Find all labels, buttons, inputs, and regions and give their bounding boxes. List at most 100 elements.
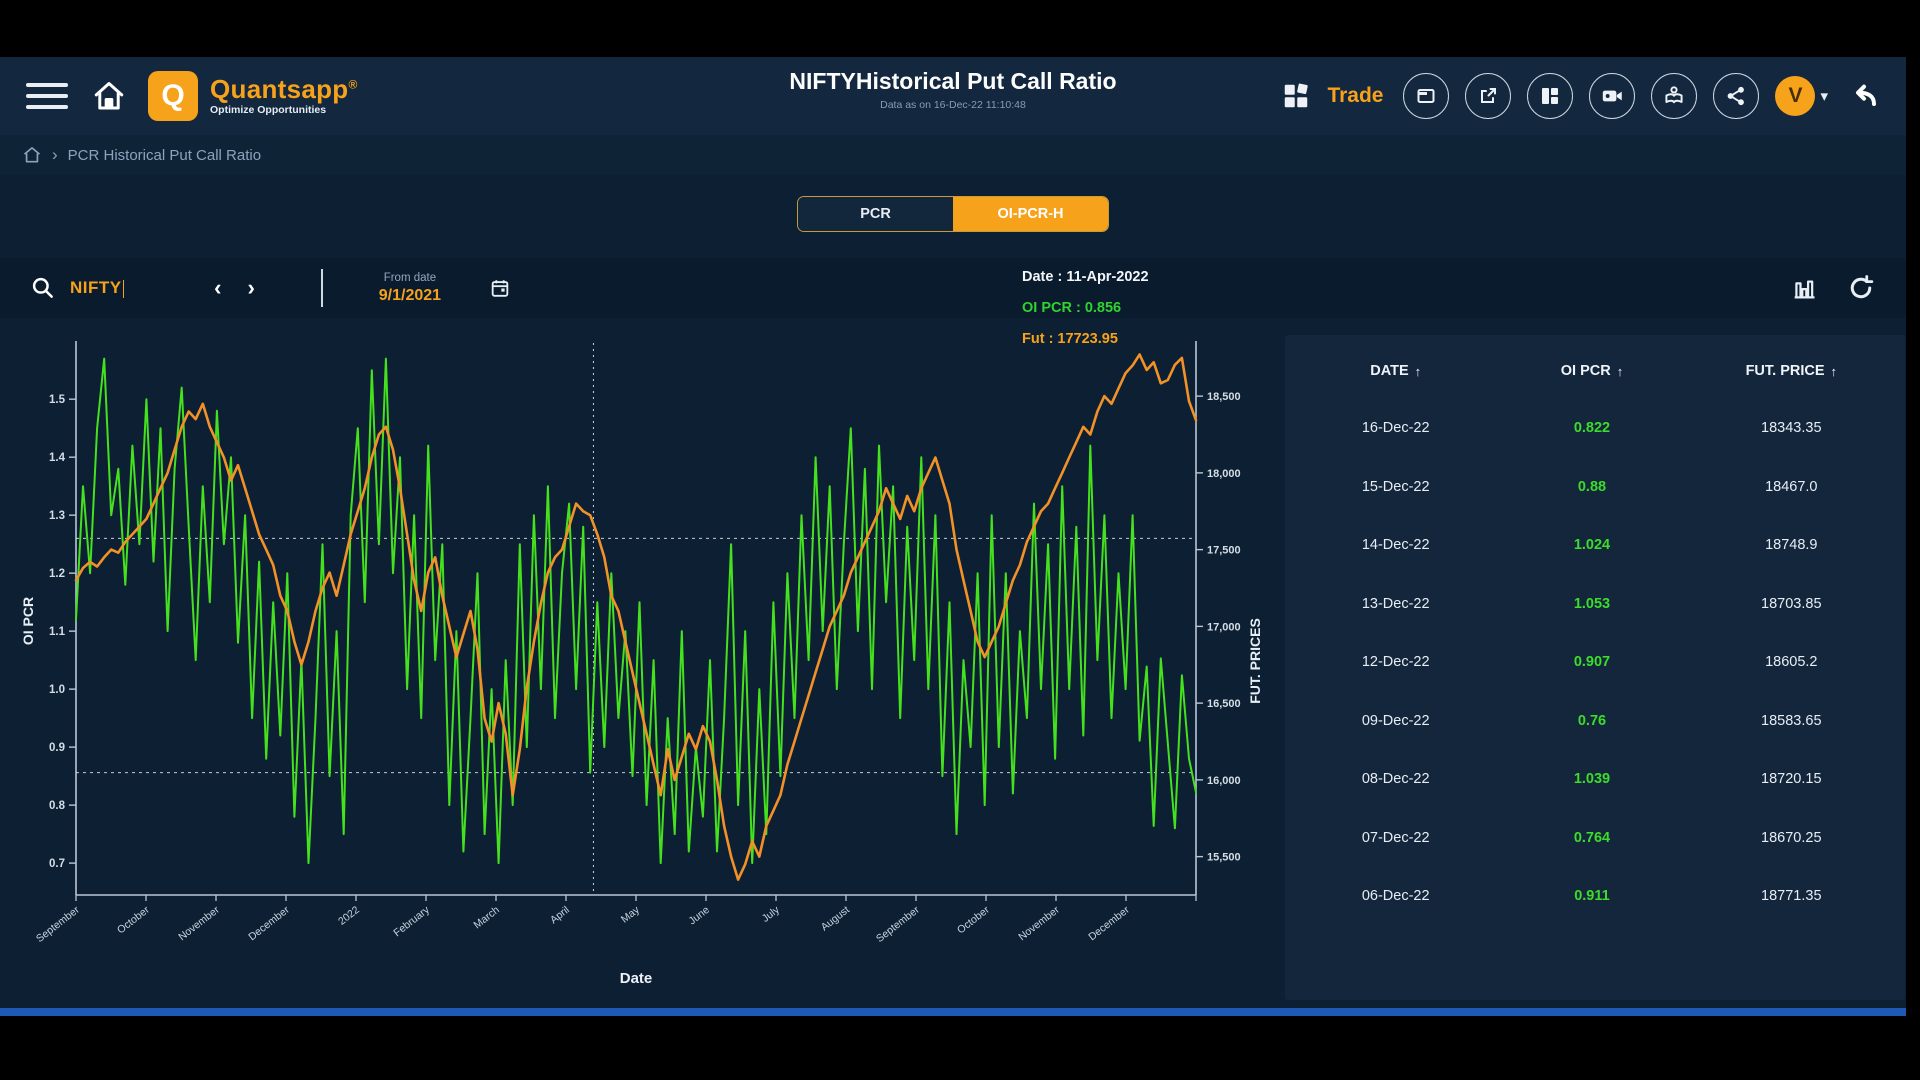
hamburger-menu-icon[interactable] [26, 76, 68, 116]
svg-text:March: March [471, 904, 502, 932]
table-row[interactable]: 08-Dec-22 1.039 18720.15 [1293, 750, 1897, 809]
svg-text:1.2: 1.2 [49, 568, 65, 580]
pcr-chart-svg[interactable]: 0.7 0.8 0.9 1.0 1.1 1.2 1.3 1.4 1.5 15,500 16,000 1… [16, 335, 1272, 1000]
cell-fut-price: 18343.35 [1761, 420, 1822, 437]
cell-date: 15-Dec-22 [1361, 478, 1430, 495]
svg-text:November: November [176, 904, 222, 944]
cell-oi-pcr: 0.76 [1577, 712, 1607, 729]
svg-text:December: December [246, 904, 292, 944]
symbol-input[interactable]: NIFTY [70, 278, 125, 298]
svg-text:15,500: 15,500 [1207, 852, 1241, 864]
tab-pcr[interactable]: PCR [798, 197, 953, 231]
quantsapp-logo[interactable]: Q [148, 71, 198, 121]
widgets-grid-icon[interactable] [1281, 81, 1311, 111]
prev-symbol-button[interactable]: ‹ [214, 275, 222, 300]
svg-text:Date: Date [620, 970, 653, 987]
svg-text:18,500: 18,500 [1207, 391, 1241, 403]
cell-fut-price: 18748.9 [1765, 537, 1818, 554]
cell-fut-price: 18720.15 [1761, 771, 1822, 788]
svg-text:17,500: 17,500 [1207, 545, 1241, 557]
table-row[interactable]: 12-Dec-22 0.907 18605.2 [1293, 633, 1897, 692]
svg-text:1.3: 1.3 [49, 510, 65, 522]
cell-date: 12-Dec-22 [1361, 654, 1430, 671]
header-fut-price[interactable]: FUT. PRICE ↑ [1745, 363, 1838, 379]
tooltip-fut: Fut : 17723.95 [1022, 331, 1118, 347]
bar-chart-icon[interactable] [1790, 274, 1818, 302]
svg-text:1.4: 1.4 [49, 452, 66, 464]
app-bar: Q Quantsapp® Optimize Opportunities NIFT… [0, 57, 1906, 135]
toolbar: NIFTY ‹ › From date 9/1/2021 [0, 258, 1906, 318]
table-row[interactable]: 13-Dec-22 1.053 18703.85 [1293, 575, 1897, 634]
toolbar-divider [320, 269, 323, 307]
svg-text:September: September [874, 904, 922, 945]
svg-text:September: September [34, 904, 82, 945]
svg-text:November: November [1016, 904, 1062, 944]
share-icon[interactable] [1713, 73, 1760, 119]
breadcrumb-page[interactable]: PCR Historical Put Call Ratio [67, 146, 262, 164]
video-icon[interactable] [1589, 73, 1636, 119]
svg-text:May: May [619, 903, 643, 925]
table-row[interactable]: 09-Dec-22 0.76 18583.65 [1293, 692, 1897, 751]
back-arrow-icon[interactable] [1844, 80, 1880, 112]
svg-text:1.0: 1.0 [49, 684, 65, 696]
svg-text:July: July [760, 903, 783, 924]
window-icon[interactable] [1403, 73, 1450, 119]
cell-fut-price: 18467.0 [1765, 478, 1818, 495]
cell-oi-pcr: 1.024 [1573, 537, 1611, 554]
cell-oi-pcr: 1.053 [1573, 595, 1611, 612]
home-icon[interactable] [92, 79, 126, 113]
title-block: NIFTYHistorical Put Call Ratio Data as o… [789, 68, 1116, 111]
table-header-row: DATE ↑ OI PCR ↑ FUT. PRICE ↑ [1293, 349, 1897, 399]
reader-icon[interactable] [1651, 73, 1698, 119]
view-toggle: PCR OI-PCR-H [797, 196, 1109, 232]
breadcrumb: › PCR Historical Put Call Ratio [0, 135, 1906, 175]
breadcrumb-home-icon[interactable] [22, 145, 42, 165]
calendar-icon[interactable] [489, 277, 511, 299]
app-content: Q Quantsapp® Optimize Opportunities NIFT… [0, 57, 1906, 1016]
table-row[interactable]: 07-Dec-22 0.764 18670.25 [1293, 809, 1897, 868]
svg-text:December: December [1086, 904, 1132, 944]
from-date-value[interactable]: 9/1/2021 [378, 286, 442, 304]
table-row[interactable]: 06-Dec-22 0.911 18771.35 [1293, 867, 1897, 926]
caret-down-icon: ▾ [1820, 88, 1828, 105]
data-timestamp: Data as on 16-Dec-22 11:10:48 [880, 99, 1026, 111]
svg-text:February: February [391, 903, 432, 939]
header-oi-pcr[interactable]: OI PCR ↑ [1560, 363, 1624, 379]
svg-text:0.7: 0.7 [49, 858, 65, 870]
header-date[interactable]: DATE ↑ [1370, 363, 1422, 379]
svg-text:1.1: 1.1 [49, 626, 66, 638]
cell-fut-price: 18771.35 [1761, 888, 1822, 905]
cell-date: 07-Dec-22 [1361, 829, 1430, 846]
popout-icon[interactable] [1465, 73, 1512, 119]
from-date-field[interactable]: From date 9/1/2021 [379, 272, 441, 305]
table-row[interactable]: 15-Dec-22 0.88 18467.0 [1293, 458, 1897, 517]
cell-fut-price: 18605.2 [1765, 654, 1818, 671]
svg-text:0.9: 0.9 [49, 742, 65, 754]
svg-text:October: October [115, 904, 152, 937]
search-icon [32, 277, 53, 298]
pcr-chart-panel: 0.7 0.8 0.9 1.0 1.1 1.2 1.3 1.4 1.5 15,500 16,000 1… [16, 335, 1272, 1000]
tab-oi-pcr-h[interactable]: OI-PCR-H [953, 197, 1108, 231]
table-row[interactable]: 16-Dec-22 0.822 18343.35 [1293, 399, 1897, 458]
svg-text:August: August [819, 904, 852, 934]
dashboard-icon[interactable] [1527, 73, 1574, 119]
table-row[interactable]: 14-Dec-22 1.024 18748.9 [1293, 516, 1897, 575]
from-date-label: From date [383, 271, 437, 284]
sort-asc-icon: ↑ [1830, 363, 1838, 379]
next-symbol-button[interactable]: › [247, 275, 255, 300]
appbar-actions: Trade [1281, 73, 1880, 119]
svg-text:OI PCR: OI PCR [20, 597, 36, 645]
tooltip-oi-pcr: OI PCR : 0.856 [1022, 300, 1122, 316]
user-avatar[interactable]: V ▾ [1775, 76, 1828, 116]
cell-fut-price: 18583.65 [1761, 712, 1822, 729]
refresh-icon[interactable] [1846, 273, 1876, 303]
cell-date: 14-Dec-22 [1361, 537, 1430, 554]
cell-oi-pcr: 0.907 [1573, 654, 1611, 671]
breadcrumb-separator: › [52, 145, 58, 164]
svg-text:17,000: 17,000 [1207, 621, 1241, 633]
trade-button[interactable]: Trade [1327, 84, 1384, 107]
bottom-accent-strip [0, 1008, 1906, 1016]
svg-text:1.5: 1.5 [49, 394, 66, 406]
svg-text:0.8: 0.8 [49, 800, 66, 812]
symbol-search[interactable]: NIFTY [30, 275, 125, 301]
